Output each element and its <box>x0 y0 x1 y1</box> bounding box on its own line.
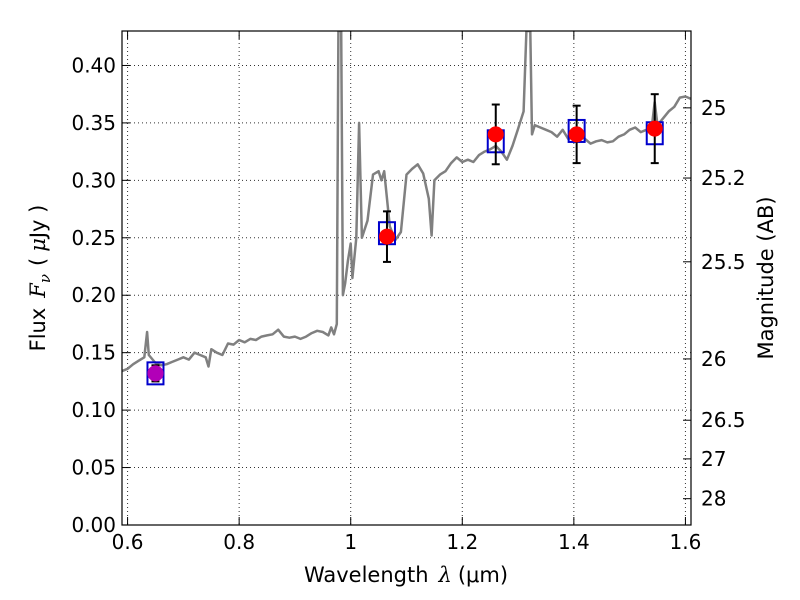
axes <box>121 30 692 526</box>
x-tick-label: 0.8 <box>223 530 255 554</box>
y-tick-label: 0.05 <box>71 456 116 480</box>
right-tick-label: 26.5 <box>701 408 746 432</box>
y-tick-label: 0.15 <box>71 341 116 365</box>
y-tick-label: 0.35 <box>71 111 116 135</box>
right-tick-label: 27 <box>701 447 726 471</box>
x-tick-label: 1.4 <box>558 530 590 554</box>
right-tick-label: 28 <box>701 487 726 511</box>
right-tick-label: 26 <box>701 347 726 371</box>
y-tick-label: 0.20 <box>71 283 116 307</box>
observed-flux-point-overlap <box>147 365 164 382</box>
y-tick-label: 0.00 <box>71 513 116 537</box>
x-tick-label: 1 <box>344 530 357 554</box>
y-tick-label: 0.30 <box>71 168 116 192</box>
y-axis-label: FluxFν(μJy ) <box>26 205 54 352</box>
grid <box>122 31 691 526</box>
right-tick-label: 25 <box>701 96 726 120</box>
observed-flux-point <box>646 120 663 137</box>
x-axis-label: Wavelength λ (μm) <box>304 563 508 587</box>
y-tick-label: 0.25 <box>71 226 116 250</box>
right-axis-label: Magnitude (AB) <box>754 196 778 359</box>
observed-flux-point <box>568 126 585 143</box>
right-tick-label: 25.5 <box>701 250 746 274</box>
x-tick-label: 1.2 <box>446 530 478 554</box>
observed-flux-point <box>487 126 504 143</box>
model-spectrum-line <box>122 31 691 373</box>
ticks: 0.6 0.8 1 1.2 1.4 1.6 0.00 0.05 0.10 0.15 0.20 0.25… <box>71 31 746 554</box>
x-tick-label: 1.6 <box>670 530 702 554</box>
y-tick-label: 0.40 <box>71 53 116 77</box>
x-tick-label: 0.6 <box>112 530 144 554</box>
observed-flux-point <box>378 228 395 245</box>
right-tick-label: 25.2 <box>701 166 746 190</box>
plot-frame <box>121 30 692 526</box>
y-tick-label: 0.10 <box>71 398 116 422</box>
series-layer <box>122 31 691 386</box>
